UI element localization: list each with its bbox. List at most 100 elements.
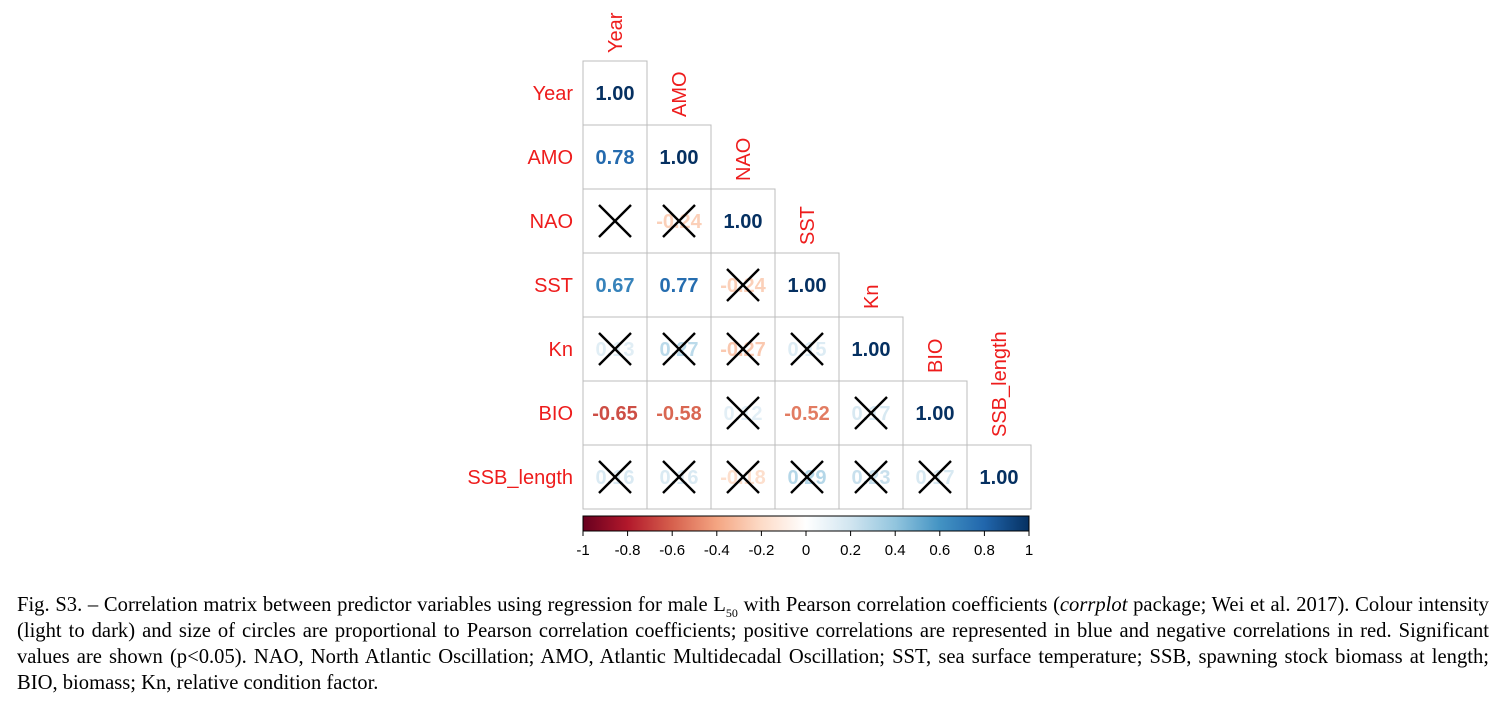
cell-ssb-length-amo: 0.16 bbox=[646, 444, 712, 510]
color-legend-bar: -1 -0.8 -0.6 -0.4 -0.2 0 0.2 0.4 0.6 0.8 1 bbox=[576, 515, 1033, 559]
cell-border bbox=[774, 252, 840, 318]
cell-border bbox=[646, 252, 712, 318]
cell-border bbox=[582, 380, 648, 446]
cell-value: -0.65 bbox=[592, 403, 638, 425]
cell-border bbox=[646, 124, 712, 190]
cell-ssb-length-ssb-length: 1.00 bbox=[966, 444, 1032, 510]
caption-subscript: 50 bbox=[725, 606, 738, 620]
not-significant-cross bbox=[598, 204, 632, 238]
row-label-sst: SST bbox=[534, 275, 573, 297]
cell-ssb-length-bio: 0.17 bbox=[902, 444, 968, 510]
cell-border bbox=[646, 380, 712, 446]
cell-bio-sst: -0.52 bbox=[774, 380, 840, 446]
cell-value: -0.52 bbox=[784, 403, 830, 425]
not-significant-cross bbox=[790, 460, 824, 494]
cell-value: 1.00 bbox=[980, 467, 1019, 489]
cell-kn-year: 0.13 bbox=[582, 316, 648, 382]
colorbar-tick-label: -0.2 bbox=[748, 542, 774, 559]
column-label-amo: AMO bbox=[669, 71, 691, 117]
cell-year-year: 1.00 bbox=[582, 60, 648, 126]
correlation-matrix-chart: 1.00 0.78 1.00 -0.24 1.00 0.67 0.77 -0.24 1.00 0.… bbox=[467, 12, 1033, 559]
cell-bio-kn: 0.17 bbox=[838, 380, 904, 446]
cell-value: 1.00 bbox=[788, 275, 827, 297]
colorbar-tick-label: -0.4 bbox=[704, 542, 730, 559]
cell-border bbox=[838, 316, 904, 382]
cell-bio-bio: 1.00 bbox=[902, 380, 968, 446]
cell-ssb-length-year: 0.16 bbox=[582, 444, 648, 510]
cell-border bbox=[902, 380, 968, 446]
colorbar-tick-label: 0 bbox=[802, 542, 810, 559]
cell-border bbox=[582, 60, 648, 126]
cell-border bbox=[774, 380, 840, 446]
column-label-ssb-length: SSB_length bbox=[989, 331, 1011, 437]
cell-border bbox=[710, 188, 776, 254]
column-label-bio: BIO bbox=[925, 339, 947, 373]
cell-value: 1.00 bbox=[916, 403, 955, 425]
cell-value: 0.67 bbox=[596, 275, 635, 297]
cell-ssb-length-nao: -0.18 bbox=[710, 444, 776, 510]
cell-bio-year: -0.65 bbox=[582, 380, 648, 446]
cell-value: 1.00 bbox=[596, 83, 635, 105]
cell-sst-nao: -0.24 bbox=[710, 252, 776, 318]
column-label-sst: SST bbox=[797, 206, 819, 245]
cell-value: -0.58 bbox=[656, 403, 702, 425]
row-label-year: Year bbox=[533, 83, 574, 105]
column-label-nao: NAO bbox=[733, 138, 755, 181]
colorbar-tick-label: 0.2 bbox=[840, 542, 861, 559]
cell-kn-amo: 0.27 bbox=[646, 316, 712, 382]
colorbar-tick-label: -1 bbox=[576, 542, 589, 559]
cell-kn-kn: 1.00 bbox=[838, 316, 904, 382]
cell-value: 1.00 bbox=[660, 147, 699, 169]
cell-border bbox=[582, 252, 648, 318]
colorbar-tick-label: 0.4 bbox=[885, 542, 906, 559]
colorbar-tick-label: 0.6 bbox=[929, 542, 950, 559]
not-significant-cross bbox=[918, 460, 952, 494]
cell-amo-year: 0.78 bbox=[582, 124, 648, 190]
row-label-ssb-length: SSB_length bbox=[467, 467, 573, 489]
cell-sst-year: 0.67 bbox=[582, 252, 648, 318]
not-significant-cross bbox=[598, 460, 632, 494]
not-significant-cross bbox=[854, 396, 888, 430]
row-label-amo: AMO bbox=[527, 147, 573, 169]
cell-sst-sst: 1.00 bbox=[774, 252, 840, 318]
cell-sst-amo: 0.77 bbox=[646, 252, 712, 318]
row-label-kn: Kn bbox=[549, 339, 573, 361]
colorbar-tick-label: -0.6 bbox=[659, 542, 685, 559]
colorbar-tick-label: 1 bbox=[1025, 542, 1033, 559]
not-significant-cross bbox=[662, 332, 696, 366]
cell-amo-amo: 1.00 bbox=[646, 124, 712, 190]
not-significant-cross bbox=[726, 268, 760, 302]
column-label-year: Year bbox=[605, 12, 627, 53]
cell-nao-amo: -0.24 bbox=[646, 188, 712, 254]
caption-middle: with Pearson correlation coefficients ( bbox=[737, 594, 1060, 616]
row-label-nao: NAO bbox=[530, 211, 573, 233]
cell-value: 0.78 bbox=[596, 147, 635, 169]
column-label-kn: Kn bbox=[861, 285, 883, 309]
cell-bio-amo: -0.58 bbox=[646, 380, 712, 446]
not-significant-cross bbox=[726, 332, 760, 366]
not-significant-cross bbox=[662, 204, 696, 238]
caption-prefix: Fig. S3. – Correlation matrix between pr… bbox=[17, 594, 726, 616]
colorbar-tick-label: 0.8 bbox=[974, 542, 995, 559]
cell-ssb-length-kn: 0.23 bbox=[838, 444, 904, 510]
cell-nao-nao: 1.00 bbox=[710, 188, 776, 254]
row-label-bio: BIO bbox=[539, 403, 573, 425]
figure-caption: Fig. S3. – Correlation matrix between pr… bbox=[17, 592, 1489, 696]
cell-value: 1.00 bbox=[724, 211, 763, 233]
not-significant-cross bbox=[854, 460, 888, 494]
not-significant-cross bbox=[726, 396, 760, 430]
colorbar-gradient bbox=[582, 515, 1030, 532]
cell-border bbox=[582, 124, 648, 190]
not-significant-cross bbox=[790, 332, 824, 366]
cell-value: 1.00 bbox=[852, 339, 891, 361]
cell-kn-sst: 0.15 bbox=[774, 316, 840, 382]
caption-rest: package; Wei et al. 2017). Colour intens… bbox=[17, 594, 1489, 694]
row-labels: Year AMO NAO SST Kn BIO SSB_length bbox=[467, 83, 573, 489]
not-significant-cross bbox=[726, 460, 760, 494]
cell-value: 0.77 bbox=[660, 275, 699, 297]
not-significant-cross bbox=[662, 460, 696, 494]
colorbar-tick-label: -0.8 bbox=[615, 542, 641, 559]
column-labels: Year AMO NAO SST Kn BIO SSB_length bbox=[605, 12, 1011, 437]
matrix-cells: 1.00 0.78 1.00 -0.24 1.00 0.67 0.77 -0.24 1.00 0.… bbox=[582, 60, 1032, 510]
cell-nao-year bbox=[582, 188, 648, 254]
